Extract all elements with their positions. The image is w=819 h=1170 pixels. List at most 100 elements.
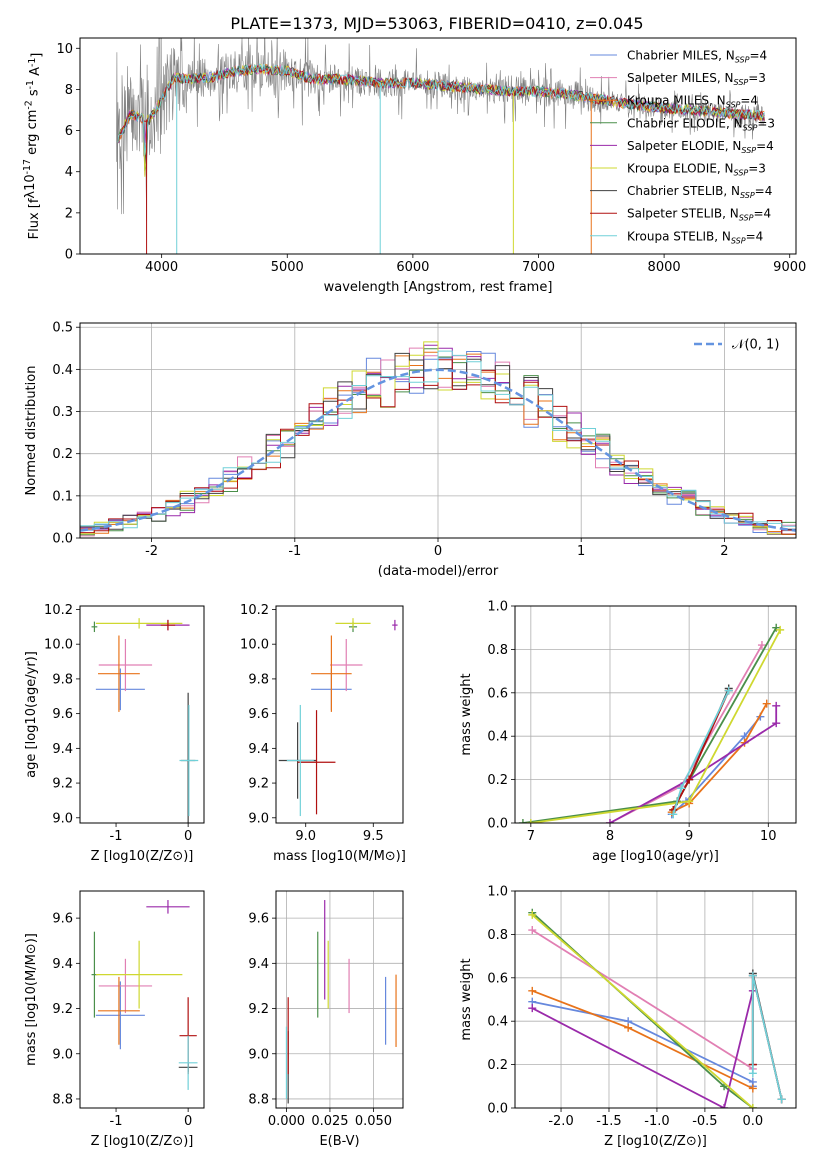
mass-ebv-ytick-label: 9.6 [248,912,269,927]
mw-z-line-kroupa-elodie [531,914,754,1108]
spectrum-plot-area [116,38,765,254]
histogram-ytick-label: 0.0 [52,532,73,547]
mass-ebv-ytick-label: 9.4 [248,957,269,972]
mass-ebv-xtick-label: 0.050 [355,1114,392,1129]
mass-z-ytick-label: 9.0 [52,1047,73,1062]
age-mass-ytick-label: 9.2 [248,777,269,792]
mw-z-marker-salpeter-elodie [720,1104,729,1108]
histogram-ytick-label: 0.2 [52,447,73,462]
age-mass-ytick-label: 10.0 [240,638,269,653]
histogram-panel: -2 -1 0 1 2 0.0 0.1 0.2 0.3 0.4 0.5 (data-model)/er… [24,321,797,579]
mw-age-line-chabrier-elodie [522,627,777,823]
spectrum-ytick-label: 10 [56,42,73,57]
spectrum-ytick-label: 8 [65,83,73,98]
mw-z-marker-kroupa-elodie [528,910,537,919]
mw-age-marker-kroupa-stelib [669,810,678,819]
mass-z-ytick-label: 9.2 [52,1002,73,1017]
age-mass-ytick-label: 9.8 [248,672,269,687]
mw-age-ytick-label: 0.6 [487,686,508,701]
mw-z-marker-kroupa-stelib [748,971,757,980]
mw-age-ytick-label: 1.0 [487,600,508,615]
mw-age-ylabel: mass weight [459,673,474,755]
mass-ebv-ytick-label: 9.0 [248,1047,269,1062]
mw-z-line-chabrier-miles [532,1000,754,1087]
spectrum-ytick-label: 0 [65,248,73,263]
age-z-ylabel: age [log10(age/yr)] [24,651,39,778]
mw-z-marker-kroupa-stelib [748,1069,757,1078]
mw-z-panel: -2.0 -1.5 -1.0 -0.5 0.0 0.0 0.2 0.4 0.6 0.8 1.0 Z [… [459,885,797,1149]
mw-z-ytick-label: 0.4 [487,1015,508,1030]
age-z-ytick-label: 9.6 [52,707,73,722]
legend-label-salpeter-elodie: Salpeter ELODIE, NSSP=4 [627,139,774,155]
age-z-xtick-label: -1 [110,829,123,844]
mw-z-ytick-label: 0.8 [487,928,508,943]
age-mass-frame [275,605,404,824]
mw-z-xtick-label: -1.5 [596,1114,621,1129]
mw-z-ylabel: mass weight [459,958,474,1040]
age-mass-xtick-label: 9.0 [295,829,316,844]
histogram-ylabel: Normed distribution [24,366,39,496]
histogram-xtick-label: 2 [720,544,728,559]
spectrum-xtick-label: 6000 [396,260,429,275]
age-z-panel: -1 0 9.0 9.2 9.4 9.6 9.8 10.0 10.2 Z [log10(Z/Z⊙)… [24,603,205,864]
legend-label-chabrier-elodie: Chabrier ELODIE, NSSP=3 [627,116,775,132]
mw-age-marker-kroupa-stelib [724,686,733,695]
spectrum-ytick-label: 4 [65,165,73,180]
histogram-step-kroupa-stelib [80,350,796,529]
age-z-plot-area [91,618,199,823]
histogram-xtick-label: -2 [145,544,158,559]
age-z-ytick-label: 9.2 [52,777,73,792]
age-mass-panel: 9.0 9.5 9.0 9.2 9.4 9.6 9.8 10.0 10.2 mass [log10… [240,603,406,864]
mw-z-frame [514,890,797,1109]
mw-age-marker-kroupa-stelib [677,784,686,793]
mass-ebv-plot-area [285,900,397,1104]
histogram-ytick-label: 0.4 [52,363,73,378]
histogram-legend-label: 𝒩(0, 1) [732,338,779,353]
age-mass-ytick-label: 9.6 [248,707,269,722]
mass-z-ytick-label: 8.8 [52,1092,73,1107]
mw-z-ytick-label: 0.6 [487,971,508,986]
mass-ebv-xtick-label: 0.025 [311,1114,348,1129]
figure-title: PLATE=1373, MJD=53063, FIBERID=0410, z=0… [230,14,643,33]
mw-age-xlabel: age [log10(age/yr)] [592,849,719,864]
age-z-xlabel: Z [log10(Z/Z⊙)] [91,849,194,864]
mass-ebv-frame [275,890,404,1109]
histogram-xtick-label: 1 [577,544,585,559]
mw-age-line-salpeter-elodie [609,705,778,823]
histogram-plot-area [80,341,796,537]
age-mass-ytick-label: 9.0 [248,811,269,826]
mw-age-ytick-label: 0.0 [487,817,508,832]
age-mass-xtick-label: 9.5 [363,829,384,844]
legend-label-kroupa-elodie: Kroupa ELODIE, NSSP=3 [627,162,766,178]
spectrum-ytick-label: 6 [65,124,73,139]
mw-age-frame [514,605,797,824]
mw-age-ytick-label: 0.2 [487,773,508,788]
mw-age-xtick-label: 10 [760,829,777,844]
histogram-ytick-label: 0.5 [52,321,73,336]
age-z-ytick-label: 10.2 [44,603,73,618]
mw-z-xtick-label: -0.5 [692,1114,717,1129]
histogram-xtick-label: -1 [288,544,301,559]
mass-ebv-ytick-label: 8.8 [248,1092,269,1107]
mass-z-xtick-label: -1 [110,1114,123,1129]
histogram-normal-curve [80,368,796,532]
mw-age-ytick-label: 0.8 [487,643,508,658]
spectrum-xtick-label: 4000 [145,260,178,275]
mass-z-ytick-label: 9.6 [52,912,73,927]
mw-z-line-kroupa-miles [531,989,754,1090]
mw-age-xtick-label: 7 [527,829,535,844]
mw-z-marker-salpeter-miles [528,926,537,935]
mw-age-marker-kroupa-miles [762,699,771,708]
spectrum-xtick-label: 9000 [773,260,806,275]
mw-z-marker-kroupa-stelib [777,1095,786,1104]
mass-z-xlabel: Z [log10(Z/Z⊙)] [91,1134,194,1149]
legend-label-salpeter-miles: Salpeter MILES, NSSP=3 [627,71,766,87]
spectrum-model-chabrier-stelib [117,65,765,164]
spectrum-frame [79,37,797,255]
mass-z-plot-area [91,900,198,1090]
mw-z-marker-kroupa-miles [528,986,537,995]
mw-z-marker-salpeter-elodie [528,1004,537,1013]
mw-age-marker-salpeter-stelib [685,775,694,784]
mw-age-marker-chabrier-elodie [518,819,527,823]
mw-age-panel: 7 8 9 10 0.0 0.2 0.4 0.6 0.8 1.0 age [log10(age/yr… [459,600,797,864]
